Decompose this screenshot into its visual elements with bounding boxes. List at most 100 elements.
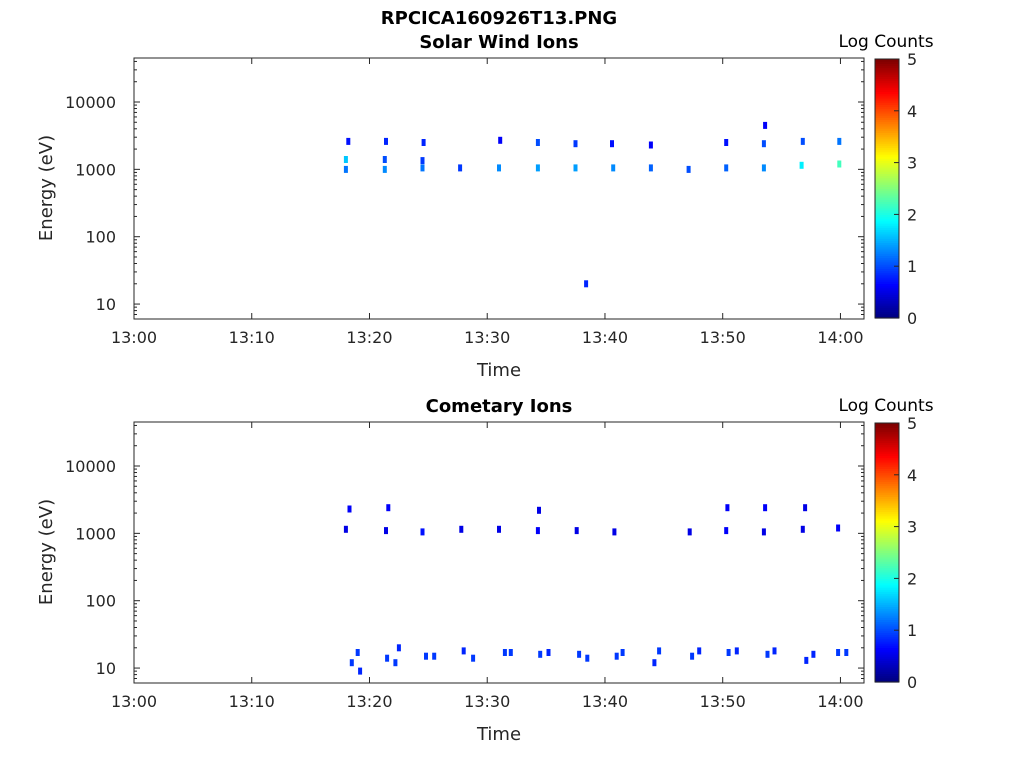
heatmap-cell xyxy=(620,649,625,656)
colorbar-segment xyxy=(875,89,899,92)
colorbar-segment xyxy=(875,496,899,500)
colorbar-segment xyxy=(875,535,899,538)
colorbar-segment xyxy=(875,636,899,640)
colorbar-segment xyxy=(875,153,899,157)
colorbar-segment xyxy=(875,515,899,519)
colorbar-segment xyxy=(875,268,899,272)
heatmap-cell xyxy=(687,528,692,536)
colorbar-segment xyxy=(875,440,899,444)
heatmap-cell xyxy=(382,156,387,163)
colorbar-segment xyxy=(875,166,899,170)
colorbar-segment xyxy=(875,459,899,463)
colorbar-segment xyxy=(875,619,899,623)
colorbar-segment xyxy=(875,145,899,149)
heatmap-cell xyxy=(349,659,354,667)
colorbar-segment xyxy=(875,106,899,110)
plot-area xyxy=(134,422,864,683)
y-axis-ticks: 10 100 1000 10000 xyxy=(65,60,864,320)
colorbar-tick-label: 4 xyxy=(907,466,917,485)
heatmap-cell xyxy=(424,652,428,660)
x-axis-label: Time xyxy=(476,724,521,745)
heatmap-cell xyxy=(347,505,352,513)
colorbar-segment xyxy=(875,550,899,554)
colorbar-segment xyxy=(875,556,899,560)
heatmap-cell xyxy=(346,137,351,145)
colorbar-segment xyxy=(875,539,899,543)
colorbar-segment xyxy=(875,138,899,142)
colorbar-segment xyxy=(875,623,899,627)
heatmap-cell xyxy=(648,141,653,149)
colorbar-segment xyxy=(875,121,899,125)
colorbar-tick-label: 5 xyxy=(907,414,917,433)
colorbar-segment xyxy=(875,74,899,77)
heatmap-cell xyxy=(421,139,426,146)
colorbar-segment xyxy=(875,602,899,605)
heatmap-cell xyxy=(396,644,401,652)
colorbar-tick-label: 1 xyxy=(907,257,917,276)
colorbar-segment xyxy=(875,464,899,467)
colorbar-segment xyxy=(875,517,899,521)
colorbar-segment xyxy=(875,112,899,116)
colorbar-segment xyxy=(875,71,899,75)
heatmap-cell xyxy=(355,649,360,656)
colorbar-segment xyxy=(875,115,899,118)
colorbar-segment xyxy=(875,173,899,177)
colorbar-segment xyxy=(875,97,899,101)
heatmap-cell xyxy=(432,652,437,660)
colorbar-segment xyxy=(875,246,899,250)
heatmap-cell xyxy=(420,164,425,172)
colorbar-segment xyxy=(875,587,899,590)
colorbar-segment xyxy=(875,177,899,181)
colorbar-segment xyxy=(875,151,899,155)
x-tick-label: 13:40 xyxy=(582,692,628,711)
colorbar-segment xyxy=(875,190,899,194)
colorbar-segment xyxy=(875,248,899,252)
heatmap-cell xyxy=(836,524,841,532)
heatmap-cell xyxy=(690,652,695,660)
colorbar-label: Log Counts xyxy=(838,32,933,52)
colorbar-segment xyxy=(875,574,899,577)
colorbar: Log Counts 0 1 2 3 4 5 xyxy=(838,396,933,692)
heatmap-cell xyxy=(724,527,729,535)
colorbar-segment xyxy=(875,442,899,446)
heatmap-cell xyxy=(652,659,657,667)
x-tick-label: 13:10 xyxy=(229,328,275,347)
colorbar-segment xyxy=(875,658,899,662)
colorbar-segment xyxy=(875,188,899,192)
colorbar-segment xyxy=(875,197,899,200)
heatmap-cell xyxy=(573,140,578,148)
heatmap-cell xyxy=(502,649,507,656)
colorbar-segment xyxy=(875,651,899,655)
heatmap-cell xyxy=(803,504,808,512)
colorbar-segment xyxy=(875,679,899,683)
colorbar-segment xyxy=(875,660,899,664)
heatmap-cell xyxy=(384,137,388,145)
colorbar-segment xyxy=(875,238,899,241)
colorbar-segment xyxy=(875,537,899,541)
heatmap-cell xyxy=(535,139,540,146)
colorbar-segment xyxy=(875,435,899,439)
colorbar-segment xyxy=(875,474,899,478)
colorbar-segment xyxy=(875,279,899,282)
x-tick-label: 13:00 xyxy=(111,692,157,711)
heatmap-cell xyxy=(765,650,770,658)
colorbar-segment xyxy=(875,569,899,573)
y-tick-label: 1000 xyxy=(75,160,116,179)
x-tick-label: 13:10 xyxy=(229,692,275,711)
colorbar-segment xyxy=(875,67,899,71)
y-tick-label: 10 xyxy=(96,295,116,314)
colorbar-segment xyxy=(875,123,899,127)
colorbar-segment xyxy=(875,451,899,454)
colorbar-tick-label: 3 xyxy=(907,154,917,173)
x-axis-ticks: 13:00 13:10 13:20 13:30 13:40 13:50 14:00 xyxy=(111,422,864,711)
heatmap-cell xyxy=(761,164,766,172)
colorbar-segment xyxy=(875,653,899,657)
colorbar-segment xyxy=(875,666,899,670)
colorbar-segment xyxy=(875,561,899,564)
colorbar-segment xyxy=(875,184,899,187)
colorbar-segment xyxy=(875,147,899,151)
heatmap-cell xyxy=(535,164,540,172)
colorbar-segment xyxy=(875,444,899,448)
heatmap-cell xyxy=(761,140,766,148)
colorbar-segment xyxy=(875,136,899,140)
